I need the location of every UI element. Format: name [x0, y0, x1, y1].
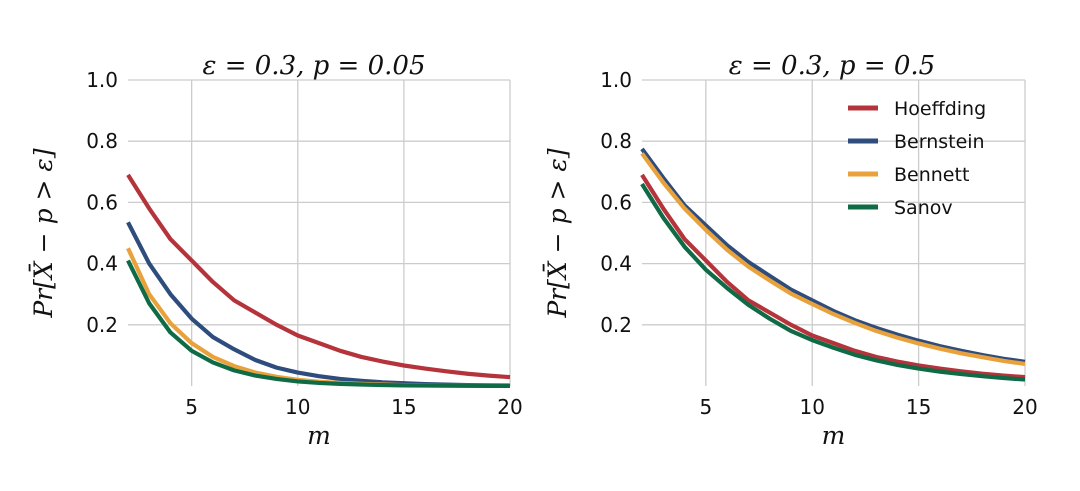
x-tick-label: 20: [497, 395, 522, 419]
x-tick-label: 10: [285, 395, 310, 419]
series-line-hoeffding: [126, 173, 511, 380]
x-tick-label: 20: [1012, 395, 1037, 419]
legend: Hoeffding Bernstein Bennett Sanov: [848, 98, 986, 219]
y-axis-label: Pr[X̄ − p > ε]: [543, 148, 572, 318]
legend-label-bennett: Bennett: [894, 164, 969, 186]
x-axis-label: m: [822, 421, 846, 450]
x-tick-label: 5: [185, 395, 198, 419]
series-line-sanov: [126, 259, 511, 389]
series-line-bernstein: [126, 221, 511, 388]
y-tick-label: 0.4: [86, 252, 118, 276]
legend-label-hoeffding: Hoeffding: [894, 98, 986, 120]
y-tick-label: 0.8: [600, 129, 632, 153]
y-axis-label: Pr[X̄ − p > ε]: [29, 148, 58, 318]
y-tick-label: 0.8: [86, 129, 118, 153]
legend-label-bernstein: Bernstein: [894, 131, 985, 153]
y-tick-label: 1.0: [86, 68, 118, 92]
y-tick-label: 0.2: [86, 313, 118, 337]
series-line-bennett: [126, 247, 511, 388]
y-tick-label: 0.6: [86, 190, 118, 214]
chart-title: ε = 0.3, p = 0.5: [729, 51, 935, 81]
x-tick-label: 5: [699, 395, 712, 419]
series-line-hoeffding: [640, 173, 1026, 380]
x-axis-label: m: [307, 421, 331, 450]
series-line-sanov: [640, 182, 1026, 382]
legend-label-sanov: Sanov: [894, 197, 953, 219]
x-tick-label: 15: [906, 395, 931, 419]
series-line-bernstein: [640, 147, 1026, 364]
chart-panel-left: 5 10 15 20 0.2 0.4 0.6 0.8 1.0 ε = 0.3, p = 0.05 m…: [29, 51, 523, 450]
y-tick-label: 1.0: [600, 68, 632, 92]
y-tick-label: 0.2: [600, 313, 632, 337]
chart-panel-right: 5 10 15 20 0.2 0.4 0.6 0.8 1.0 ε = 0.3, p = 0.5 m P…: [543, 51, 1038, 450]
y-tick-label: 0.4: [600, 252, 632, 276]
chart-title: ε = 0.3, p = 0.05: [203, 51, 426, 81]
series-line-bennett: [640, 152, 1026, 367]
x-tick-label: 10: [799, 395, 824, 419]
x-tick-label: 15: [391, 395, 416, 419]
y-tick-label: 0.6: [600, 190, 632, 214]
